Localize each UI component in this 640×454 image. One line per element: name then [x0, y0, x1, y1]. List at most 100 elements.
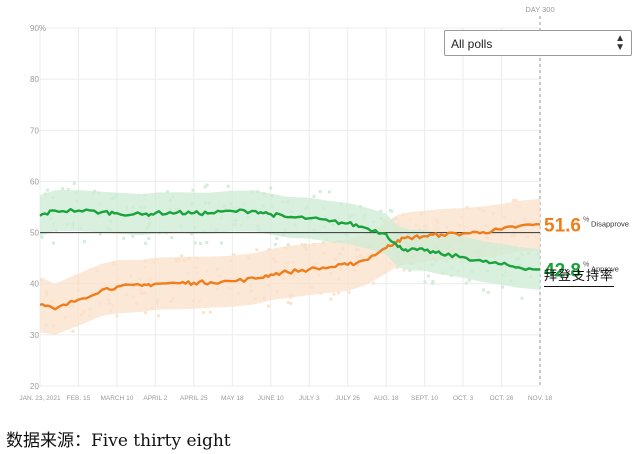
x-tick-label: OCT. 26 [490, 395, 514, 402]
approval-chart: 20 30 40 50 60 70 80 90% JAN. 23, 2021 FEB. 15 MAR… [19, 5, 632, 402]
biden-approval-annotation: 拜登支持率 [544, 268, 615, 287]
poll-dot [336, 291, 340, 295]
poll-dot [205, 241, 209, 245]
poll-dot [66, 188, 70, 192]
poll-dot [122, 236, 126, 240]
poll-dot [275, 237, 279, 241]
poll-dot [467, 278, 471, 282]
poll-dot [395, 266, 399, 270]
x-tick-label: AUG. 18 [374, 395, 399, 402]
poll-dot [465, 205, 469, 209]
poll-dot [329, 297, 333, 301]
poll-dot [208, 310, 212, 314]
poll-dot [72, 181, 76, 185]
poll-dot [372, 281, 376, 285]
poll-dot [131, 234, 135, 238]
x-tick-label: JAN. 23, 2021 [19, 395, 61, 402]
poll-dot [170, 236, 174, 240]
poll-dot [388, 208, 392, 212]
poll-dot [144, 241, 148, 245]
poll-dot [318, 189, 322, 193]
poll-dot [501, 285, 505, 289]
poll-dot [408, 269, 412, 273]
poll-dot [255, 248, 259, 252]
x-tick-label: APRIL 2 [143, 395, 167, 402]
x-tick-label: FEB. 15 [67, 395, 91, 402]
poll-dot [486, 290, 490, 294]
poll-dot [511, 199, 515, 203]
day-marker-label: DAY 300 [525, 5, 554, 14]
poll-dot [202, 311, 206, 315]
x-tick-label: OCT. 3 [453, 395, 474, 402]
poll-dot [71, 329, 75, 333]
poll-dot [166, 190, 170, 194]
poll-dot [431, 279, 435, 283]
poll-dot [332, 292, 336, 296]
poll-dot [144, 311, 148, 315]
x-tick-label: JULY 26 [336, 395, 361, 402]
poll-dot [431, 281, 435, 285]
disapprove-percent-sign: % [583, 216, 589, 223]
poll-dot [379, 209, 383, 213]
poll-dot [426, 274, 430, 278]
poll-dot [286, 301, 290, 305]
poll-dot [220, 241, 224, 245]
poll-dot [115, 314, 119, 318]
y-tick-label: 80 [30, 75, 39, 84]
poll-dot [327, 190, 331, 194]
poll-dot [520, 296, 524, 300]
poll-dot [98, 232, 102, 236]
y-tick-label: 70 [30, 126, 39, 135]
x-tick-label: NOV. 18 [528, 395, 553, 402]
poll-dot [312, 194, 316, 198]
poll-dot [402, 268, 406, 272]
poll-dot [180, 254, 184, 258]
disapprove-series-label: Disapprove [591, 219, 629, 228]
source-note: 数据来源：Five thirty eight [6, 431, 231, 451]
disapprove-line [39, 222, 541, 311]
poll-dot [514, 198, 518, 202]
x-tick-label: MAY 18 [221, 395, 244, 402]
poll-filter-dropdown[interactable]: All polls ▲ ▼ [444, 30, 632, 56]
poll-filter-value: All polls [451, 37, 493, 51]
x-tick-label: SEPT. 10 [411, 395, 438, 402]
approve-value-label: 42.8 [544, 260, 581, 281]
y-tick-label: 40 [30, 280, 39, 289]
poll-dot [423, 280, 427, 284]
poll-dot [226, 184, 230, 188]
poll-dot [205, 183, 209, 187]
poll-dot [191, 188, 195, 192]
x-tick-label: APRIL 25 [180, 395, 208, 402]
x-tick-label: JULY 3 [299, 395, 320, 402]
poll-dot [157, 314, 161, 318]
disapprove-value-label: 51.6 [544, 215, 581, 236]
poll-dot [198, 242, 202, 246]
poll-dot [190, 232, 194, 236]
poll-dot [289, 301, 293, 305]
poll-dot [286, 243, 290, 247]
poll-dot [347, 290, 351, 294]
poll-dot [51, 241, 55, 245]
poll-dot [273, 243, 277, 247]
poll-dot [481, 288, 485, 292]
poll-dot [193, 241, 197, 245]
approve-series-label: Approve [591, 264, 619, 273]
approve-percent-sign: % [583, 261, 589, 268]
poll-dot [60, 187, 64, 191]
poll-dot [147, 237, 151, 241]
poll-dot [203, 185, 207, 189]
poll-dot [40, 235, 44, 239]
x-tick-label: JUNE 10 [258, 395, 284, 402]
poll-dot [232, 253, 236, 257]
poll-dot [267, 304, 271, 308]
poll-dot [46, 188, 50, 192]
up-down-arrows-icon: ▲ ▼ [615, 33, 625, 53]
chart-canvas: 20 30 40 50 60 70 80 90% JAN. 23, 2021 FEB. 15 MAR… [19, 5, 629, 402]
y-tick-label: 90% [30, 24, 46, 33]
poll-dot [269, 186, 273, 190]
y-tick-label: 20 [30, 382, 39, 391]
poll-dot [464, 281, 468, 285]
approve-line [39, 207, 541, 272]
poll-dot [83, 240, 87, 244]
x-tick-label: MARCH 10 [100, 395, 133, 402]
